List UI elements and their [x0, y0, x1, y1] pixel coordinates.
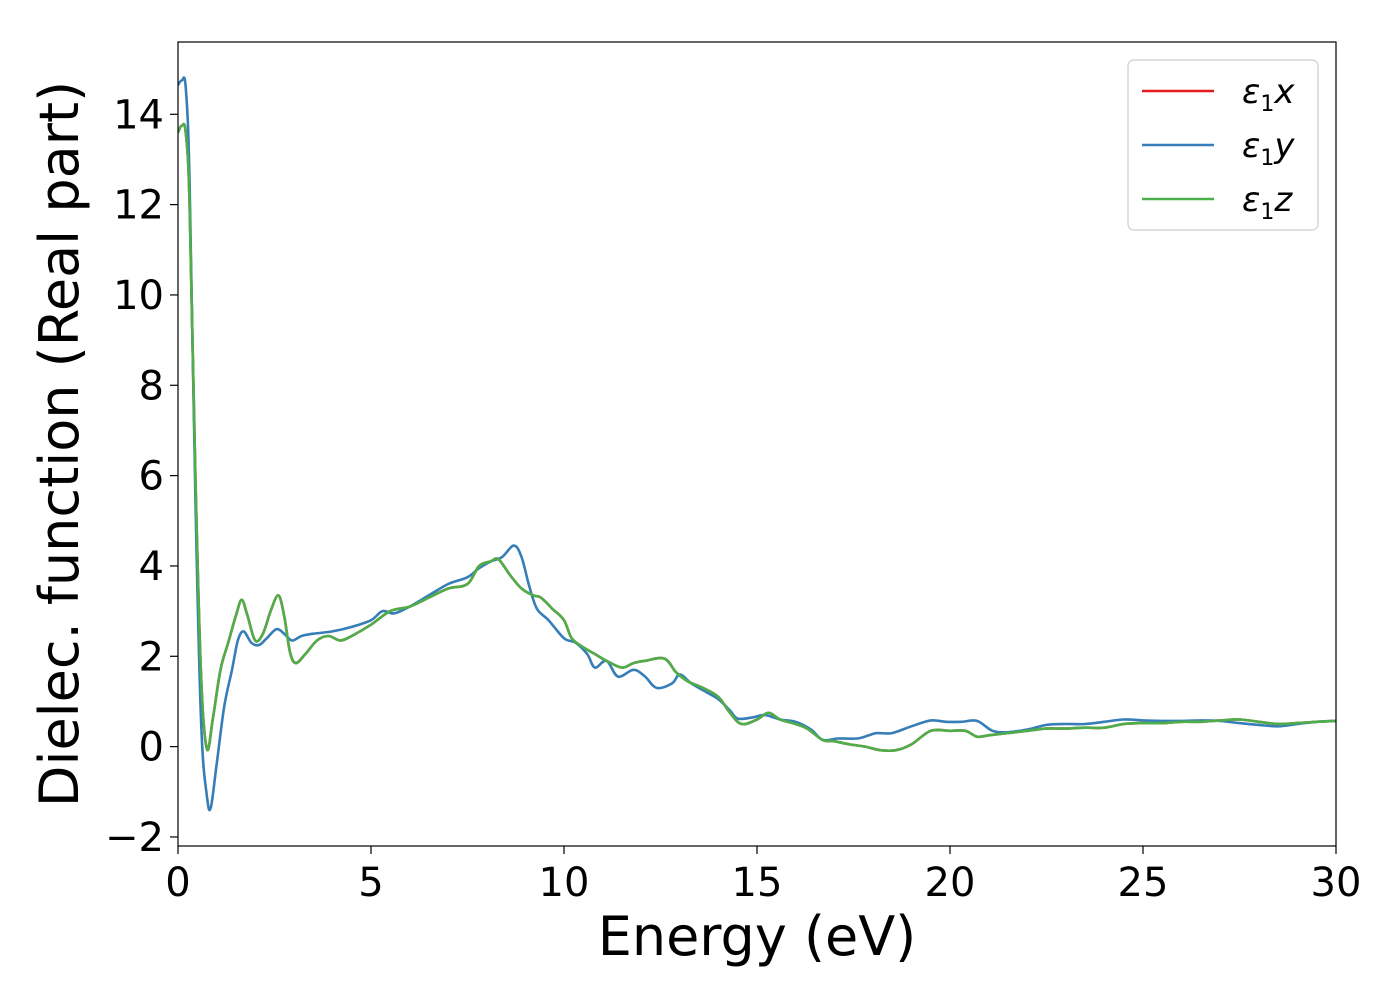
series-line-y	[178, 76, 1336, 812]
series-line-z	[178, 122, 1336, 753]
x-tick-label: 25	[1118, 860, 1169, 906]
y-tick-label: 14	[113, 92, 164, 138]
x-tick-label: 5	[358, 860, 383, 906]
x-tick-label: 30	[1311, 860, 1362, 906]
legend: ε1x ε1y ε1z	[1127, 59, 1319, 231]
y-tick-label: 10	[113, 273, 164, 319]
y-tick-label: 6	[139, 454, 164, 500]
x-tick-label: 0	[165, 860, 190, 906]
y-tick-label: −2	[105, 815, 164, 861]
legend-frame	[1127, 59, 1319, 231]
y-tick-label: 2	[139, 634, 164, 680]
y-axis-title: Dielec. function (Real part)	[28, 81, 91, 807]
y-tick-label: 0	[139, 725, 164, 771]
y-tick-label: 4	[139, 544, 164, 590]
x-tick-label: 10	[539, 860, 590, 906]
legend-label-z: ε1z	[1242, 180, 1293, 225]
y-tick-label: 8	[139, 363, 164, 409]
x-tick-label: 15	[732, 860, 783, 906]
plot-frame	[177, 41, 1337, 847]
legend-label-x: ε1x	[1242, 72, 1295, 117]
x-tick-label: 20	[925, 860, 976, 906]
legend-label-y: ε1y	[1242, 126, 1295, 171]
x-axis-title: Energy (eV)	[598, 905, 917, 968]
y-tick-label: 12	[113, 183, 164, 229]
